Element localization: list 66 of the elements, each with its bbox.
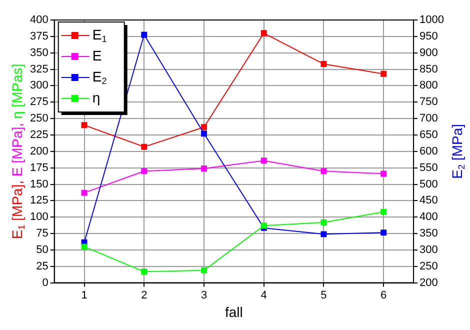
y-tick-label: 250 — [30, 112, 48, 125]
x-tick-label: 5 — [320, 289, 327, 302]
point — [81, 244, 88, 250]
y2-tick-label: 800 — [420, 80, 438, 92]
y2-tick-label: 300 — [420, 244, 438, 256]
y2-axis-title: E2 [MPa] — [448, 124, 467, 179]
y-tick-label: 125 — [30, 194, 48, 207]
y-tick-label: 75 — [36, 228, 48, 240]
y2-tick-label: 600 — [420, 145, 438, 158]
x-tick-label: 3 — [200, 289, 208, 302]
point — [141, 168, 148, 174]
point — [320, 231, 327, 238]
y-tick-label: 175 — [30, 162, 48, 174]
point — [201, 267, 207, 274]
x-tick-label: 4 — [260, 289, 267, 302]
y2-tick-label: 850 — [420, 63, 438, 76]
y-tick-label: 200 — [30, 145, 48, 158]
y-tick-label: 275 — [30, 96, 48, 108]
y2-tick-label: 550 — [420, 162, 438, 174]
point — [201, 124, 207, 130]
point — [380, 170, 387, 177]
x-tick-label: 2 — [141, 289, 148, 302]
x-tick-label: 6 — [380, 289, 387, 302]
y-tick-label: 300 — [30, 80, 48, 92]
y-tick-label: 25 — [36, 260, 48, 272]
y-tick-label: 0 — [42, 276, 48, 289]
y2-tick-label: 950 — [420, 30, 438, 42]
y2-tick-label: 750 — [420, 96, 438, 108]
y-tick-label: 375 — [30, 30, 48, 42]
y-axis-title: E1 [MPa], E [MPa], η [MPas] — [8, 64, 27, 240]
point — [201, 166, 207, 172]
y2-tick-label: 350 — [420, 228, 438, 240]
y-tick-label: 225 — [30, 129, 48, 142]
point — [320, 168, 327, 174]
y2-tick-label: 500 — [420, 178, 438, 190]
point — [260, 30, 267, 36]
y-tick-label: 325 — [30, 63, 48, 76]
point — [81, 122, 88, 128]
point — [380, 230, 387, 236]
point — [141, 144, 148, 150]
point — [380, 70, 387, 77]
point — [141, 32, 148, 38]
legend-label: E — [92, 47, 102, 64]
point — [201, 130, 207, 137]
y2-tick-label: 200 — [420, 276, 438, 289]
y2-tick-label: 650 — [420, 129, 438, 142]
y2-tick-label: 700 — [420, 112, 438, 125]
point — [81, 190, 88, 196]
y2-tick-label: 900 — [420, 46, 438, 59]
y2-tick-label: 1000 — [420, 14, 444, 26]
y-tick-label: 150 — [30, 178, 48, 190]
legend-label: η — [92, 89, 100, 106]
point — [320, 219, 327, 226]
y2-tick-label: 250 — [420, 260, 438, 272]
y-tick-label: 50 — [36, 244, 48, 256]
x-axis-title: fall — [224, 304, 243, 320]
x-tick-label: 1 — [81, 289, 88, 302]
y-tick-label: 350 — [30, 46, 48, 59]
y-tick-label: 100 — [30, 211, 48, 224]
point — [260, 158, 267, 164]
point — [380, 208, 387, 215]
point — [320, 61, 327, 67]
y2-tick-label: 400 — [420, 211, 438, 224]
point — [141, 268, 148, 275]
y-tick-label: 400 — [30, 14, 48, 26]
y2-tick-label: 450 — [420, 194, 438, 207]
